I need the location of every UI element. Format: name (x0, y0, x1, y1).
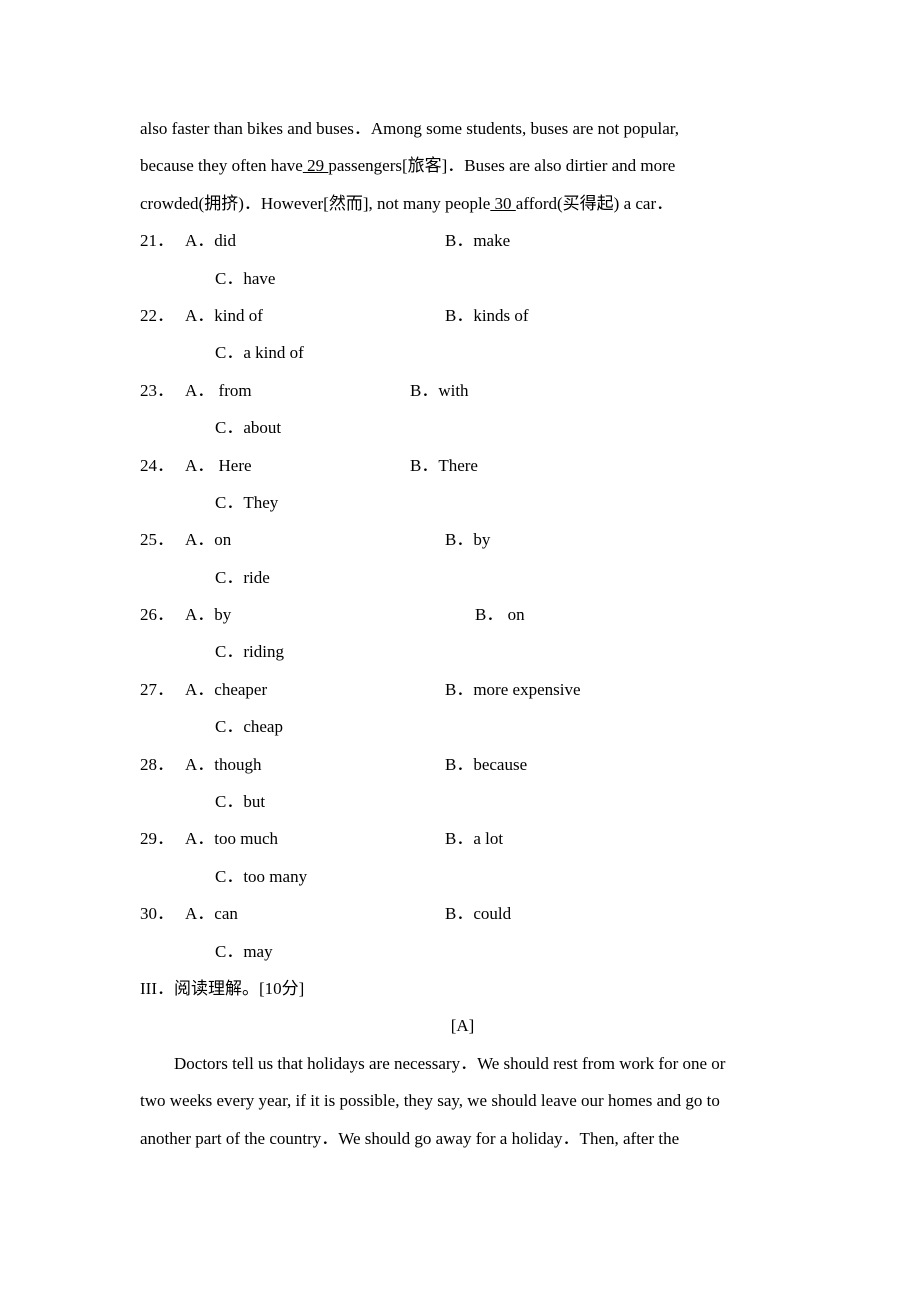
intro-line3: crowded(拥挤)．However[然而], not many people… (140, 185, 785, 222)
q23-num: 23． (140, 372, 185, 409)
intro-line1: also faster than bikes and buses．Among s… (140, 110, 785, 147)
q25-option-c: C．ride (140, 559, 785, 596)
q30-num: 30． (140, 895, 185, 932)
question-25: 25． A．on B．by (140, 521, 785, 558)
q22-option-a: A．kind of (185, 297, 445, 334)
question-21: 21． A．did B．make (140, 222, 785, 259)
question-30: 30． A．can B．could (140, 895, 785, 932)
q23-option-b: B．with (410, 372, 469, 409)
intro-line2-post: passengers[旅客]．Buses are also dirtier an… (328, 156, 675, 175)
q21-num: 21． (140, 222, 185, 259)
q27-option-b: B．more expensive (445, 671, 581, 708)
passage-a-label: [A] (140, 1007, 785, 1044)
q24-option-b: B．There (410, 447, 478, 484)
intro-line3-post: afford(买得起) a car． (516, 194, 673, 213)
q25-option-b: B．by (445, 521, 490, 558)
q28-option-c: C．but (140, 783, 785, 820)
question-28: 28． A．though B．because (140, 746, 785, 783)
q24-option-c: C．They (140, 484, 785, 521)
q26-option-b: B． on (445, 596, 525, 633)
q27-num: 27． (140, 671, 185, 708)
intro-line3-pre: crowded(拥挤)．However[然而], not many people (140, 194, 490, 213)
blank-29: 29 (303, 156, 329, 175)
question-27: 27． A．cheaper B．more expensive (140, 671, 785, 708)
q21-option-a: A．did (185, 222, 445, 259)
q25-num: 25． (140, 521, 185, 558)
blank-30: 30 (490, 194, 516, 213)
q22-option-b: B．kinds of (445, 297, 529, 334)
q28-option-a: A．though (185, 746, 445, 783)
q29-option-b: B．a lot (445, 820, 503, 857)
q27-option-c: C．cheap (140, 708, 785, 745)
reading-line3: another part of the country．We should go… (140, 1120, 785, 1157)
q26-option-a: A．by (185, 596, 445, 633)
q21-option-b: B．make (445, 222, 510, 259)
q30-option-b: B．could (445, 895, 511, 932)
q22-num: 22． (140, 297, 185, 334)
intro-line2: because they often have 29 passengers[旅客… (140, 147, 785, 184)
q25-option-a: A．on (185, 521, 445, 558)
q24-option-a: A． Here (185, 447, 410, 484)
q30-option-a: A．can (185, 895, 445, 932)
question-22: 22． A．kind of B．kinds of (140, 297, 785, 334)
q28-num: 28． (140, 746, 185, 783)
q24-num: 24． (140, 447, 185, 484)
reading-line2: two weeks every year, if it is possible,… (140, 1082, 785, 1119)
section-3-heading: III．阅读理解。[10分] (140, 970, 785, 1007)
q30-option-c: C．may (140, 933, 785, 970)
q23-option-c: C．about (140, 409, 785, 446)
question-29: 29． A．too much B．a lot (140, 820, 785, 857)
q29-num: 29． (140, 820, 185, 857)
question-23: 23． A． from B．with (140, 372, 785, 409)
reading-line1: Doctors tell us that holidays are necess… (140, 1045, 785, 1082)
question-24: 24． A． Here B．There (140, 447, 785, 484)
intro-line2-pre: because they often have (140, 156, 303, 175)
question-26: 26． A．by B． on (140, 596, 785, 633)
q26-num: 26． (140, 596, 185, 633)
q21-option-c: C．have (140, 260, 785, 297)
q28-option-b: B．because (445, 746, 527, 783)
q26-option-c: C．riding (140, 633, 785, 670)
q27-option-a: A．cheaper (185, 671, 445, 708)
q29-option-a: A．too much (185, 820, 445, 857)
q23-option-a: A． from (185, 372, 410, 409)
q22-option-c: C．a kind of (140, 334, 785, 371)
q29-option-c: C．too many (140, 858, 785, 895)
